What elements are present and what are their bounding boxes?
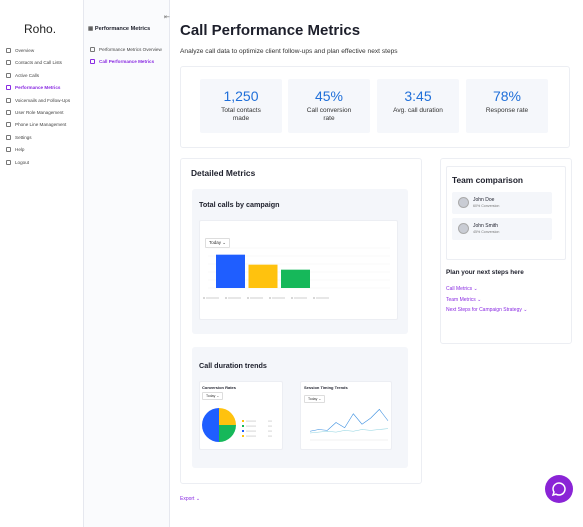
nav-label: Settings — [15, 134, 32, 140]
subnav-title: ▦ Performance Metrics — [88, 26, 151, 32]
subnav-item[interactable]: Call Performance Metrics — [90, 59, 155, 65]
member-stat: 60% Conversion — [473, 204, 500, 208]
nav-item[interactable]: Phone Line Management — [6, 122, 67, 128]
panel-title: Total calls by campaign — [199, 200, 280, 209]
nav-item[interactable]: User Role Management — [6, 110, 64, 115]
stat-tile: 78% Response rate — [466, 79, 548, 133]
nav-icon — [6, 48, 11, 53]
nav-icon — [6, 72, 11, 78]
team-title: Team comparison — [452, 175, 524, 185]
filter-text: Today — [308, 397, 318, 401]
nav-label: Performance Metrics — [15, 85, 61, 91]
filter-text: Today — [209, 240, 222, 245]
nav-icon — [6, 147, 11, 153]
nav-item[interactable]: Performance Metrics — [6, 85, 61, 91]
card-title: Session Timing Trends — [304, 385, 348, 390]
nav-label: Active Calls — [15, 72, 39, 78]
chat-button[interactable] — [545, 475, 573, 503]
subnav-title-text: Performance Metrics — [94, 26, 151, 32]
export-button[interactable]: Export ⌄ — [180, 496, 201, 502]
nav-icon — [6, 60, 11, 66]
nav-item[interactable]: Voicemails and Follow-Ups — [6, 97, 71, 103]
filter-text: Today — [206, 394, 216, 398]
filter-dropdown[interactable]: Today ⌄ — [304, 395, 326, 403]
nav-icon — [6, 134, 11, 140]
avatar — [458, 197, 469, 208]
card-title: Conversion Rates — [202, 385, 237, 390]
stat-value: 3:45 — [404, 88, 432, 104]
stat-label: Response rate — [485, 107, 529, 114]
nav-label: Contacts and Call Lists — [15, 60, 62, 66]
sidebar: Roho. Overview Contacts and Call Lists Act… — [0, 0, 84, 527]
section-title: Detailed Metrics — [191, 168, 256, 178]
member-name: John Doe — [473, 197, 495, 203]
stat-value: 45% — [314, 88, 344, 104]
page-subtitle: Analyze call data to optimize client fol… — [180, 48, 398, 55]
nav-icon — [6, 159, 11, 165]
subnav-item[interactable]: Performance Metrics Overview — [90, 47, 162, 52]
nav-item[interactable]: Overview — [6, 48, 34, 53]
step-link-text: Call Metrics — [446, 286, 473, 292]
nav-item[interactable]: Logout — [6, 159, 30, 165]
stat-value: 1,250 — [223, 88, 259, 104]
step-link[interactable]: Call Metrics ⌄ — [446, 286, 478, 292]
chart-card — [300, 381, 392, 450]
nav-label: User Role Management — [15, 110, 64, 115]
subnav: ▦ Performance Metrics ⇤ Performance Metr… — [84, 0, 170, 527]
step-link[interactable]: Next Steps for Campaign Strategy ⌄ — [446, 307, 528, 313]
stat-tile: 1,250 Total contacts made — [200, 79, 282, 133]
page-title: Call Performance Metrics — [180, 22, 361, 39]
stat-value: 78% — [492, 88, 522, 104]
nav-icon — [6, 97, 11, 103]
member-name: John Smith — [473, 223, 499, 229]
nav-icon — [6, 110, 11, 115]
subnav-label: Performance Metrics Overview — [99, 47, 162, 52]
nav-icon — [6, 122, 11, 128]
team-member: John Doe 60% Conversion — [452, 192, 552, 214]
filter-dropdown[interactable]: Today ⌄ — [202, 392, 224, 400]
filter-dropdown[interactable]: Today ⌄ — [205, 238, 231, 248]
nav-item[interactable]: Contacts and Call Lists — [6, 60, 62, 66]
nav-item[interactable]: Active Calls — [6, 72, 39, 78]
collapse-icon[interactable]: ⇤ — [164, 14, 170, 21]
step-link-text: Next Steps for Campaign Strategy — [446, 307, 522, 313]
export-text: Export — [180, 496, 195, 502]
nav-item[interactable]: Help — [6, 147, 25, 153]
nav-label: Help — [15, 147, 25, 153]
team-member: John Smith 45% Conversion — [452, 218, 552, 240]
nav-item[interactable]: Settings — [6, 134, 32, 140]
nav-label: Voicemails and Follow-Ups — [15, 97, 71, 103]
logo: Roho. — [24, 22, 57, 36]
nav-icon — [90, 59, 95, 65]
stat-label: Avg. call duration — [393, 107, 443, 114]
nav-label: Phone Line Management — [15, 122, 67, 128]
stat-label: Total contacts made — [221, 107, 261, 123]
stat-tile: 3:45 Avg. call duration — [377, 79, 459, 133]
nav-label: Overview — [15, 48, 35, 53]
nav-label: Logout — [15, 159, 30, 165]
panel-title: Call duration trends — [199, 361, 267, 370]
stat-tile: 45% Call conversion rate — [288, 79, 370, 133]
step-link[interactable]: Team Metrics ⌄ — [446, 296, 482, 303]
chart-card — [199, 220, 398, 320]
steps-title: Plan your next steps here — [446, 269, 524, 276]
member-stat: 45% Conversion — [473, 230, 500, 234]
subnav-label: Call Performance Metrics — [99, 59, 155, 65]
nav-icon — [6, 85, 11, 91]
stat-label: Call conversion rate — [306, 107, 352, 123]
avatar — [458, 223, 469, 234]
nav-icon — [90, 47, 95, 52]
step-link-text: Team Metrics — [446, 296, 476, 303]
chat-icon — [551, 482, 566, 497]
